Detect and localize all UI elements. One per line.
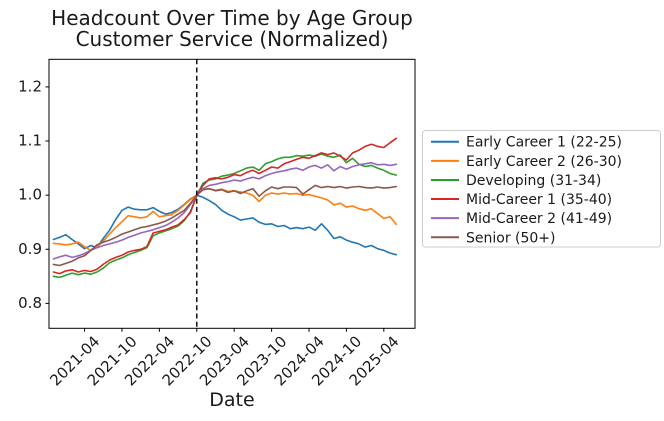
series-line — [52, 153, 398, 279]
legend-item: Mid-Career 2 (41-49) — [431, 211, 612, 227]
legend-label: Early Career 2 (26-30) — [466, 154, 622, 170]
y-tick-label: 1.1 — [18, 132, 42, 150]
plot-area-border — [48, 58, 416, 329]
legend: Early Career 1 (22-25) Early Career 2 (26… — [422, 130, 661, 248]
legend-item: Senior (50+) — [431, 230, 556, 246]
legend-item: Mid-Career 1 (35-40) — [431, 192, 612, 208]
series-line — [52, 184, 398, 267]
legend-label: Senior (50+) — [466, 230, 556, 246]
legend-label: Mid-Career 2 (41-49) — [466, 211, 612, 227]
legend-box — [422, 130, 661, 248]
y-tick-label: 0.8 — [18, 294, 42, 312]
chart-title-line2: Customer Service (Normalized) — [76, 27, 389, 51]
y-axis-ticks: 0.8 0.9 1.0 1.1 1.2 — [18, 77, 49, 312]
chart-title-line1: Headcount Over Time by Age Group — [51, 6, 413, 30]
legend-label: Early Career 1 (22-25) — [466, 135, 622, 151]
series-line — [52, 137, 398, 275]
x-axis-label: Date — [209, 389, 254, 411]
series-line — [52, 161, 398, 260]
y-tick-label: 1.0 — [18, 186, 42, 204]
x-axis-ticks: 2021-042021-102022-042022-102023-042023-… — [46, 328, 403, 389]
y-tick-label: 1.2 — [18, 77, 42, 95]
legend-item: Developing (31-34) — [431, 173, 601, 189]
legend-item: Early Career 2 (26-30) — [431, 154, 622, 170]
series-lines — [52, 137, 398, 279]
series-line — [52, 194, 398, 256]
y-tick-label: 0.9 — [18, 240, 42, 258]
legend-item: Early Career 1 (22-25) — [431, 135, 622, 151]
legend-label: Developing (31-34) — [466, 173, 601, 189]
legend-label: Mid-Career 1 (35-40) — [466, 192, 612, 208]
